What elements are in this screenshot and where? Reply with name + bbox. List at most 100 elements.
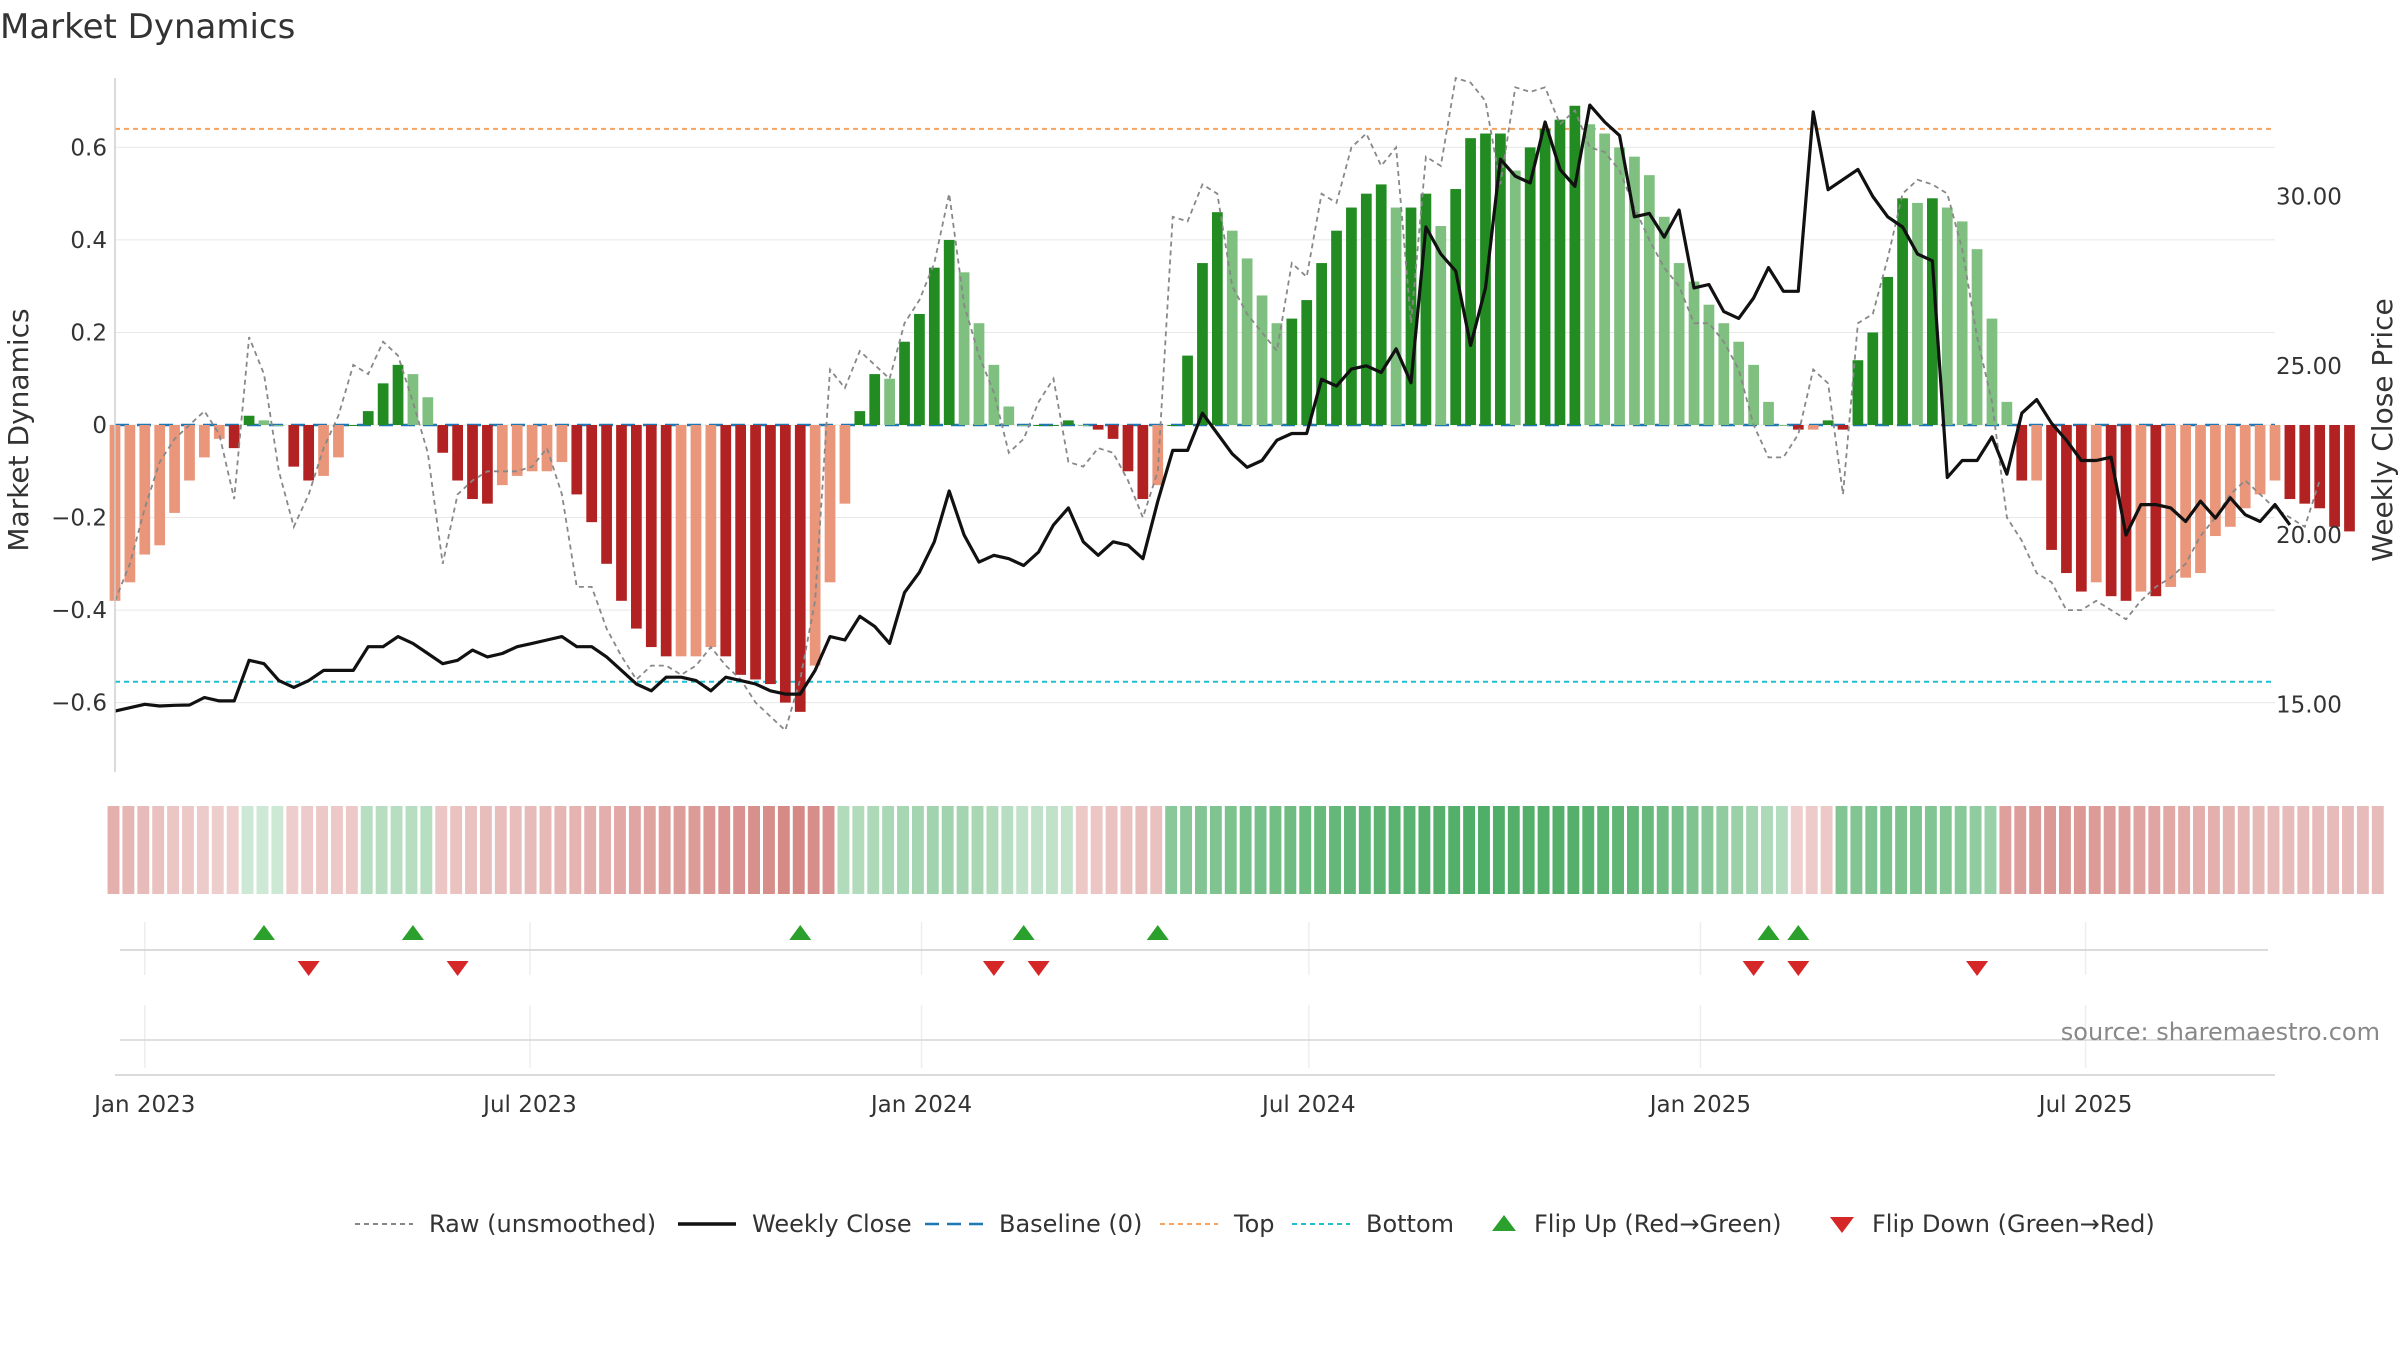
x-tick-label: Jan 2025 — [1648, 1092, 1751, 1118]
dynamics-bar — [1286, 318, 1298, 425]
dynamics-bar — [243, 415, 255, 425]
dynamics-bar — [1509, 170, 1521, 425]
regime-strip-cell — [196, 806, 209, 894]
dynamics-bar — [526, 425, 538, 472]
dynamics-bar — [154, 425, 166, 546]
dynamics-bar — [1733, 341, 1745, 425]
regime-strip — [107, 806, 2384, 894]
regime-strip-cell — [1180, 806, 1192, 894]
dynamics-bar — [1643, 175, 1655, 425]
dynamics-bar — [824, 425, 836, 583]
regime-strip-cell — [1448, 806, 1461, 894]
legend-swatch — [1492, 1215, 1516, 1231]
regime-strip-cell — [763, 806, 775, 894]
dynamics-bar — [1807, 425, 1819, 430]
legend-item-raw: Raw (unsmoothed) — [355, 1210, 656, 1238]
regime-strip-cell — [584, 806, 597, 894]
dynamics-bar — [1584, 124, 1596, 426]
regime-strip-cell — [599, 806, 612, 894]
regime-strip-cell — [390, 806, 403, 894]
regime-strip-cell — [2029, 806, 2042, 894]
dynamics-bar — [1167, 425, 1179, 426]
right-y-axis: 30.00 25.00 20.00 15.00 — [2276, 184, 2342, 718]
regime-strip-cell — [122, 806, 135, 894]
regime-strip-cell — [867, 806, 880, 894]
regime-strip-cell — [1016, 806, 1029, 894]
flip-down-marker — [446, 961, 469, 976]
regime-strip-cell — [733, 806, 746, 894]
regime-strip-cell — [2193, 806, 2205, 894]
regime-strip-cell — [405, 806, 418, 894]
dynamics-bar — [2180, 425, 2191, 578]
dynamics-bar — [2239, 425, 2251, 509]
dynamics-bar — [750, 425, 761, 680]
regime-strip-cell — [241, 806, 254, 894]
dynamics-bar — [1554, 119, 1566, 425]
dynamics-bar — [482, 425, 493, 504]
regime-strip-cell — [2312, 806, 2325, 894]
regime-strip-cell — [569, 806, 582, 894]
dynamics-bar — [2061, 425, 2072, 574]
source-label: source: sharemaestro.com — [2061, 1018, 2380, 1046]
flip-down-marker — [1966, 961, 1989, 976]
legend-label: Flip Up (Red→Green) — [1534, 1210, 1782, 1238]
regime-strip-cell — [1135, 806, 1148, 894]
dynamics-bar — [228, 425, 240, 449]
dynamics-bar — [1658, 216, 1670, 425]
left-tick-label: 0 — [92, 413, 107, 439]
regime-strip-cell — [2327, 806, 2340, 894]
legend-item-bottom: Bottom — [1292, 1210, 1454, 1238]
regime-strip-cell — [509, 806, 522, 894]
regime-strip-cell — [2178, 806, 2191, 894]
regime-strip-cell — [1105, 806, 1118, 894]
regime-strip-cell — [1150, 806, 1163, 894]
dynamics-bar — [1420, 193, 1432, 425]
legend-label: Weekly Close — [752, 1210, 912, 1238]
dynamics-bar — [169, 425, 180, 513]
dynamics-bar — [1539, 128, 1551, 426]
regime-strip-cell — [748, 806, 760, 894]
dynamics-bar — [556, 425, 568, 463]
dynamics-bar — [1435, 226, 1447, 425]
regime-strip-cell — [2356, 806, 2369, 894]
regime-strip-cell — [2103, 806, 2116, 894]
regime-strip-cell — [1239, 806, 1252, 894]
regime-strip-cell — [1612, 806, 1624, 894]
regime-strip-cell — [956, 806, 969, 894]
dynamics-bars — [109, 105, 2355, 712]
dynamics-bar — [1748, 364, 1759, 425]
regime-strip-cell — [2297, 806, 2310, 894]
regime-strip-cell — [1582, 806, 1595, 894]
regime-strip-cell — [1686, 806, 1699, 894]
dynamics-bar — [2075, 425, 2087, 592]
regime-strip-cell — [286, 806, 299, 894]
regime-strip-cell — [2237, 806, 2250, 894]
regime-strip-cell — [926, 806, 939, 894]
dynamics-bar — [1301, 300, 1313, 425]
regime-strip-cell — [1418, 806, 1431, 894]
dynamics-bar — [1152, 425, 1164, 486]
dynamics-bar — [1912, 202, 1923, 425]
dynamics-bar — [1703, 304, 1715, 425]
regime-strip-cell — [2148, 806, 2161, 894]
regime-strip-cell — [2267, 806, 2280, 894]
regime-strip-cell — [1284, 806, 1297, 894]
regime-strip-cell — [1299, 806, 1312, 894]
legend: Raw (unsmoothed) Weekly Close Baseline (0)… — [355, 1210, 2155, 1238]
dynamics-bar — [467, 425, 478, 500]
dynamics-bar — [1822, 420, 1834, 425]
regime-strip-cell — [1403, 806, 1416, 894]
flip-down-marker — [297, 961, 320, 976]
dynamics-bar — [407, 374, 419, 425]
regime-strip-cell — [167, 806, 180, 894]
flip-up-marker — [1787, 925, 1810, 940]
dynamics-bar — [273, 425, 285, 426]
regime-strip-cell — [1790, 806, 1803, 894]
dynamics-bar — [1256, 295, 1268, 425]
dynamics-bar — [765, 425, 776, 685]
x-axis: Jan 2023 Jul 2023 Jan 2024 Jul 2024 Jan 2025… — [92, 1074, 2275, 1118]
dynamics-bar — [1048, 425, 1059, 426]
dynamics-bar — [2135, 425, 2147, 592]
dynamics-bar — [2299, 425, 2311, 504]
dynamics-bar — [452, 425, 463, 481]
